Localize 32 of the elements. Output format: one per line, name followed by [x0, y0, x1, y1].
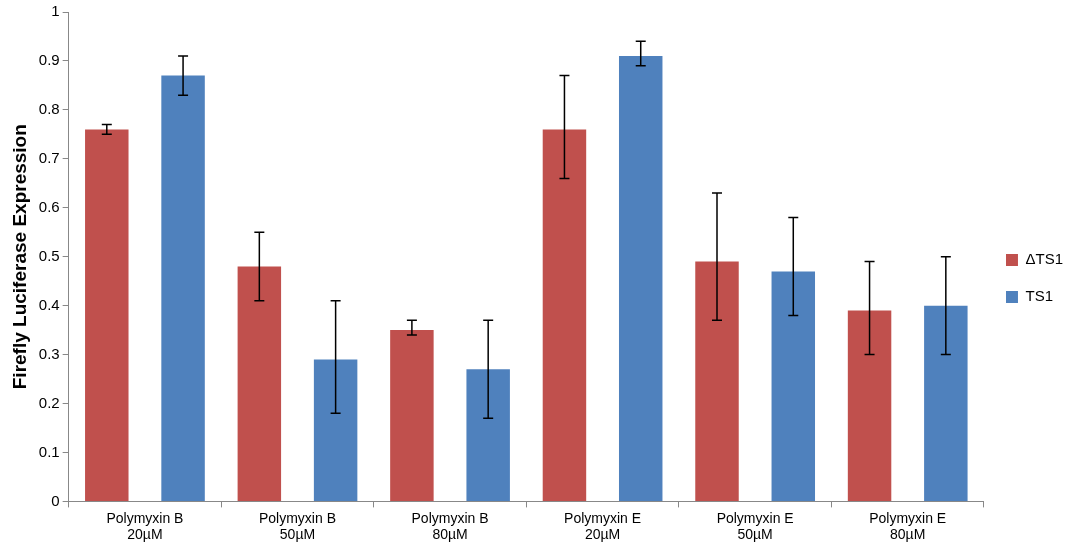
y-tick-label: 0.5: [38, 246, 60, 264]
x-tick-label: Polymyxin B 20µM: [106, 509, 184, 543]
y-tick-label: 0.7: [38, 148, 60, 166]
y-tick-label: 0.6: [38, 197, 60, 215]
bar: [695, 261, 739, 501]
y-tick-label: 0: [51, 491, 60, 509]
bar: [542, 129, 587, 501]
x-tick-label: Polymyxin E 80µM: [869, 509, 947, 543]
bar: [85, 129, 129, 501]
y-tick-label: 0.2: [38, 393, 60, 411]
bar: [924, 305, 968, 501]
x-tick-label: Polymyxin B 50µM: [258, 509, 336, 543]
bar: [847, 310, 892, 501]
bar: [161, 75, 205, 501]
x-tick-label: Polymyxin E 20µM: [564, 509, 642, 543]
x-tick-label: Polymyxin B 80µM: [411, 509, 489, 543]
legend-label: ΔTS1: [1025, 250, 1063, 268]
y-axis-title: Firefly Luciferase Expression: [8, 124, 30, 390]
bar: [237, 266, 282, 501]
x-tick-label: Polymyxin E 50µM: [716, 509, 794, 543]
bar: [771, 271, 816, 501]
y-tick-label: 0.3: [38, 344, 60, 362]
y-tick-label: 0.1: [38, 442, 60, 460]
y-tick-label: 1: [51, 2, 60, 20]
y-tick-label: 0.4: [38, 295, 60, 313]
bar: [466, 369, 510, 501]
bar: [390, 330, 434, 501]
legend-label: TS1: [1025, 287, 1053, 305]
y-tick-label: 0.9: [38, 51, 60, 69]
y-tick-label: 0.8: [38, 100, 60, 118]
bar: [618, 56, 663, 501]
bar: [313, 359, 358, 501]
